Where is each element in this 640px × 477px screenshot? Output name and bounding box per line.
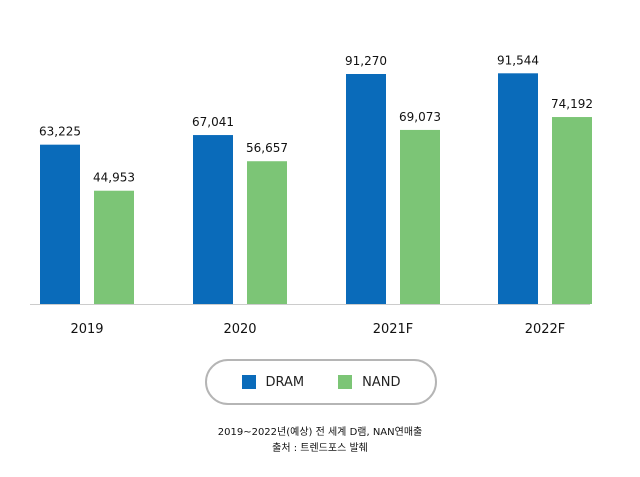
- legend-item-nand: NAND: [338, 374, 401, 390]
- data-label-dram-2020: 67,041: [192, 115, 234, 129]
- bar-dram-2019: [40, 144, 80, 304]
- bar-dram-2022f: [498, 73, 538, 305]
- bar-dram-2021f: [346, 73, 386, 304]
- data-label-dram-2021f: 91,270: [345, 54, 387, 68]
- legend-label-nand: NAND: [362, 374, 401, 390]
- data-label-nand-2019: 44,953: [93, 171, 135, 185]
- caption-source: 출처 : 트렌드포스 발췌: [272, 443, 368, 454]
- legend-swatch-dram: [241, 375, 256, 389]
- bar-dram-2020: [193, 135, 233, 304]
- data-label-dram-2019: 63,225: [39, 125, 81, 139]
- x-tick-label-2021f: 2021F: [373, 322, 414, 337]
- data-label-nand-2022f: 74,192: [551, 97, 593, 111]
- bar-nand-2022f: [552, 117, 592, 304]
- data-label-nand-2020: 56,657: [246, 141, 288, 155]
- bar-nand-2021f: [400, 129, 440, 304]
- bar-nand-2019: [94, 190, 134, 304]
- legend-label-dram: DRAM: [265, 374, 305, 390]
- x-tick-label-2020: 2020: [223, 322, 256, 337]
- x-tick-label-2022f: 2022F: [525, 322, 566, 337]
- data-label-nand-2021f: 69,073: [399, 110, 441, 124]
- bar-chart: 63,225 44,953 2019 67,041 56,657 2020 91,270 69…: [30, 53, 593, 337]
- caption-title: 2019~2022년(예상) 전 세계 D램, NAN연매출: [217, 427, 423, 438]
- legend-swatch-nand: [338, 375, 353, 389]
- bar-nand-2020: [247, 161, 287, 304]
- x-tick-label-2019: 2019: [70, 322, 103, 337]
- legend-item-dram: DRAM: [241, 374, 305, 390]
- legend: DRAM NAND: [205, 359, 437, 405]
- data-label-dram-2022f: 91,544: [497, 53, 539, 67]
